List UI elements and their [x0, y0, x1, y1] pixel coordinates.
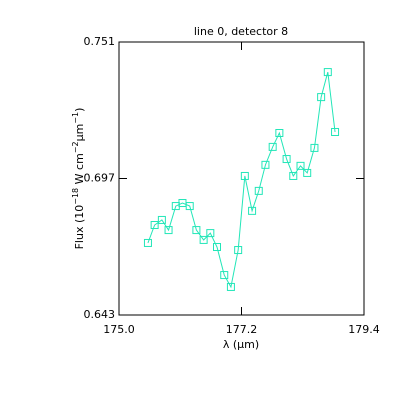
data-point [275, 129, 284, 137]
data-point [248, 206, 257, 215]
data-point [143, 238, 152, 247]
y-axis-label-part: −2 [71, 141, 80, 153]
data-point [226, 282, 235, 291]
data-point [164, 226, 173, 235]
data-point [192, 226, 201, 235]
data-point [331, 127, 340, 136]
data-point [323, 68, 332, 77]
y-axis-label-part: μm [73, 124, 86, 142]
x-tick-label: 179.4 [348, 323, 380, 336]
x-axis-label: λ (μm) [223, 338, 259, 351]
x-tick-label: 175.0 [103, 323, 135, 336]
data-point [254, 186, 263, 195]
data-point [261, 160, 270, 169]
y-axis-label-part: Flux (10 [73, 205, 86, 250]
y-tick-label: 0.643 [84, 308, 116, 321]
data-point [199, 235, 208, 244]
data-point [157, 215, 166, 224]
y-axis-label-part: −1 [71, 112, 80, 124]
y-axis-label: Flux (10−18 W cm−2μm−1) [71, 108, 86, 250]
y-tick-label: 0.751 [84, 35, 116, 48]
data-point [185, 202, 194, 211]
data-point [150, 221, 159, 230]
data-point [296, 161, 305, 170]
data-point [268, 142, 277, 151]
data-point [240, 171, 249, 180]
chart-title: line 0, detector 8 [194, 25, 288, 38]
data-point [303, 168, 312, 177]
data-point [213, 243, 221, 252]
x-tick-label: 177.2 [226, 323, 258, 336]
data-point [282, 155, 291, 164]
y-axis-label-part: W cm [73, 153, 86, 188]
data-point [206, 229, 215, 238]
y-axis-label-part: ) [73, 108, 86, 112]
data-point [220, 271, 229, 280]
data-point [317, 93, 326, 102]
y-tick-label: 0.697 [84, 172, 116, 185]
data-point [289, 171, 298, 180]
y-axis-label-part: −18 [71, 188, 80, 205]
data-point [310, 143, 319, 152]
data-point [234, 246, 243, 255]
